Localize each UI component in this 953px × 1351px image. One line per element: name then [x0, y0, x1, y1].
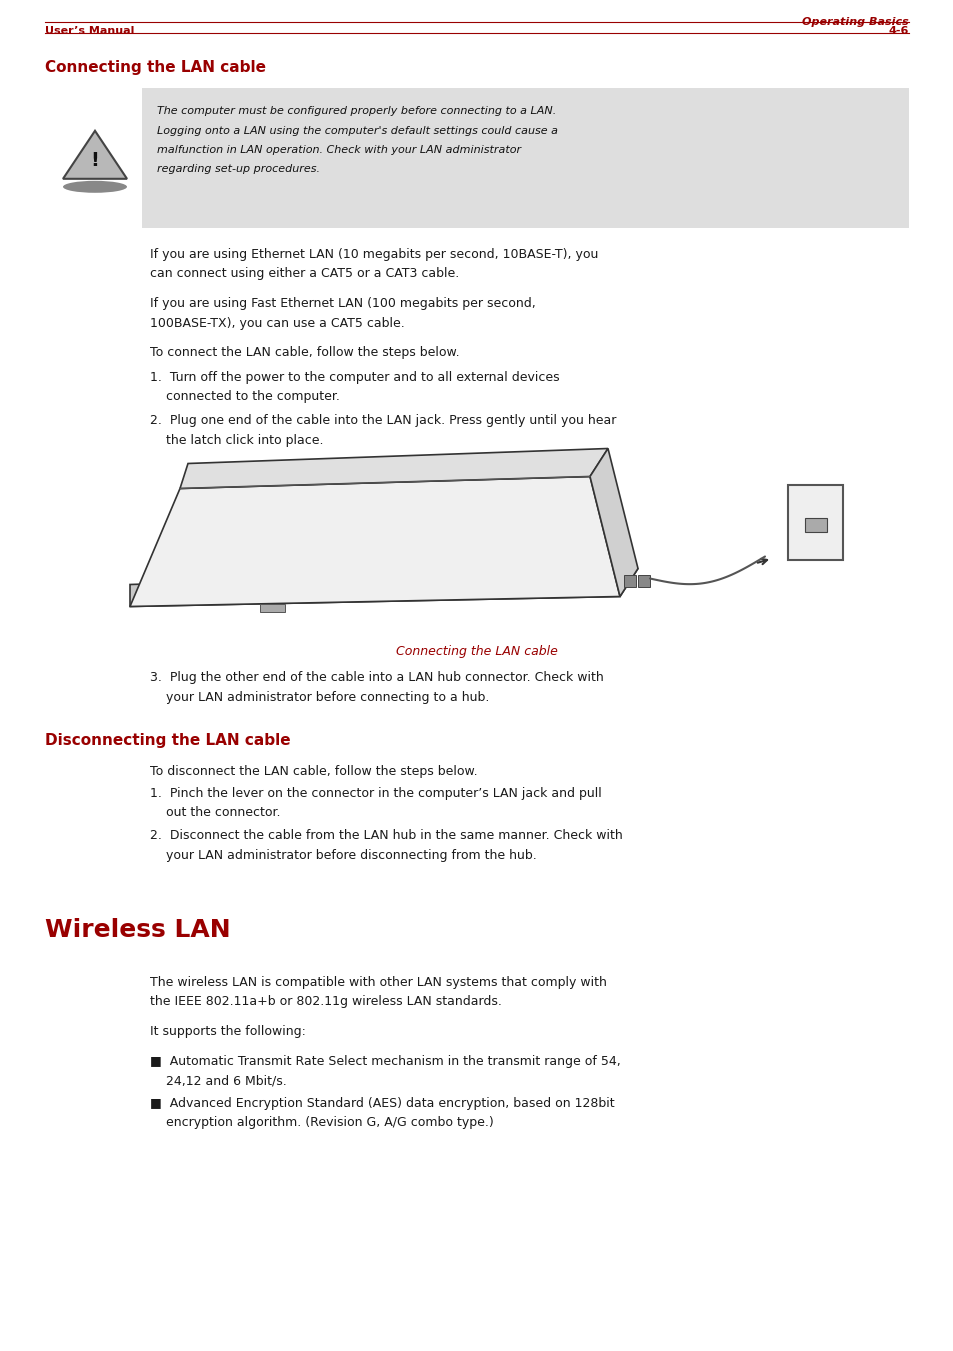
Text: 2.  Plug one end of the cable into the LAN jack. Press gently until you hear: 2. Plug one end of the cable into the LA… [150, 415, 616, 427]
Text: 1.  Turn off the power to the computer and to all external devices: 1. Turn off the power to the computer an… [150, 370, 559, 384]
Text: The wireless LAN is compatible with other LAN systems that comply with: The wireless LAN is compatible with othe… [150, 975, 606, 989]
Text: encryption algorithm. (Revision G, A/G combo type.): encryption algorithm. (Revision G, A/G c… [150, 1116, 494, 1129]
Text: can connect using either a CAT5 or a CAT3 cable.: can connect using either a CAT5 or a CAT… [150, 267, 458, 281]
Polygon shape [130, 569, 638, 607]
Text: 2.  Disconnect the cable from the LAN hub in the same manner. Check with: 2. Disconnect the cable from the LAN hub… [150, 830, 622, 842]
Text: the latch click into place.: the latch click into place. [150, 434, 323, 447]
Polygon shape [130, 477, 619, 607]
Text: your LAN administrator before connecting to a hub.: your LAN administrator before connecting… [150, 690, 489, 704]
Text: Disconnecting the LAN cable: Disconnecting the LAN cable [45, 732, 291, 747]
Text: If you are using Ethernet LAN (10 megabits per second, 10BASE-T), you: If you are using Ethernet LAN (10 megabi… [150, 249, 598, 261]
Text: 100BASE-TX), you can use a CAT5 cable.: 100BASE-TX), you can use a CAT5 cable. [150, 316, 404, 330]
Polygon shape [589, 449, 638, 597]
Text: Wireless LAN: Wireless LAN [45, 917, 231, 942]
Text: Logging onto a LAN using the computer's default settings could cause a: Logging onto a LAN using the computer's … [157, 126, 558, 135]
Polygon shape [180, 449, 607, 489]
Bar [623, 574, 636, 586]
Text: Operating Basics: Operating Basics [801, 18, 908, 27]
Polygon shape [63, 131, 127, 178]
Text: 3.  Plug the other end of the cable into a LAN hub connector. Check with: 3. Plug the other end of the cable into … [150, 671, 603, 685]
Text: the IEEE 802.11a+b or 802.11g wireless LAN standards.: the IEEE 802.11a+b or 802.11g wireless L… [150, 996, 501, 1008]
Text: 24,12 and 6 Mbit/s.: 24,12 and 6 Mbit/s. [150, 1074, 287, 1088]
Bar [787, 485, 842, 559]
Text: The computer must be configured properly before connecting to a LAN.: The computer must be configured properly… [157, 105, 556, 116]
Text: It supports the following:: It supports the following: [150, 1025, 306, 1038]
Bar [803, 519, 825, 532]
Text: malfunction in LAN operation. Check with your LAN administrator: malfunction in LAN operation. Check with… [157, 145, 520, 155]
Text: connected to the computer.: connected to the computer. [150, 390, 339, 403]
Text: 4-6: 4-6 [887, 26, 908, 36]
Text: ■  Advanced Encryption Standard (AES) data encryption, based on 128bit: ■ Advanced Encryption Standard (AES) dat… [150, 1097, 614, 1109]
Text: If you are using Fast Ethernet LAN (100 megabits per second,: If you are using Fast Ethernet LAN (100 … [150, 297, 536, 309]
Text: Connecting the LAN cable: Connecting the LAN cable [45, 59, 266, 76]
Text: User’s Manual: User’s Manual [45, 26, 134, 36]
Text: ■  Automatic Transmit Rate Select mechanism in the transmit range of 54,: ■ Automatic Transmit Rate Select mechani… [150, 1055, 620, 1067]
Bar [142, 88, 908, 228]
Text: out the connector.: out the connector. [150, 807, 280, 820]
Bar [260, 604, 285, 612]
Text: !: ! [91, 150, 99, 169]
Text: To disconnect the LAN cable, follow the steps below.: To disconnect the LAN cable, follow the … [150, 765, 477, 777]
Text: your LAN administrator before disconnecting from the hub.: your LAN administrator before disconnect… [150, 848, 537, 862]
Text: To connect the LAN cable, follow the steps below.: To connect the LAN cable, follow the ste… [150, 346, 459, 359]
Ellipse shape [63, 181, 127, 193]
Bar [638, 574, 649, 586]
Text: Connecting the LAN cable: Connecting the LAN cable [395, 646, 558, 658]
Text: regarding set-up procedures.: regarding set-up procedures. [157, 165, 319, 174]
Text: 1.  Pinch the lever on the connector in the computer’s LAN jack and pull: 1. Pinch the lever on the connector in t… [150, 788, 601, 800]
